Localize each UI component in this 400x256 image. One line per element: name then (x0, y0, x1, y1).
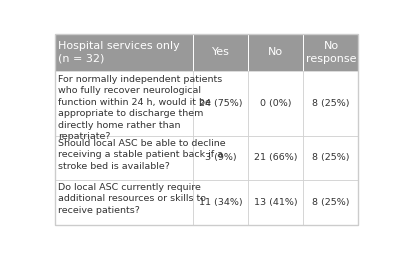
Text: 8 (25%): 8 (25%) (312, 198, 350, 207)
Text: 24 (75%): 24 (75%) (199, 99, 242, 108)
Text: Do local ASC currently require
additional resources or skills to
receive patient: Do local ASC currently require additiona… (58, 183, 206, 215)
Text: No
response: No response (306, 41, 356, 64)
Bar (193, 34, 248, 71)
Bar (248, 136, 304, 180)
Text: 8 (25%): 8 (25%) (312, 99, 350, 108)
Text: 3 (9%): 3 (9%) (205, 153, 236, 163)
Text: 0 (0%): 0 (0%) (260, 99, 292, 108)
Bar (193, 180, 248, 225)
Bar (193, 136, 248, 180)
Text: Yes: Yes (212, 47, 230, 57)
Bar (55, 34, 193, 71)
Text: 21 (66%): 21 (66%) (254, 153, 298, 163)
Text: Hospital services only
(n = 32): Hospital services only (n = 32) (58, 41, 180, 64)
Text: Should local ASC be able to decline
receiving a stable patient back if a
stroke : Should local ASC be able to decline rece… (58, 138, 226, 170)
Bar (304, 180, 358, 225)
Text: 11 (34%): 11 (34%) (199, 198, 242, 207)
Bar (248, 180, 304, 225)
Bar (304, 136, 358, 180)
Text: No: No (268, 47, 283, 57)
Text: 13 (41%): 13 (41%) (254, 198, 298, 207)
Bar (55, 71, 193, 136)
Text: 8 (25%): 8 (25%) (312, 153, 350, 163)
Bar (193, 71, 248, 136)
Bar (304, 34, 358, 71)
Bar (248, 34, 304, 71)
Text: For normally independent patients
who fully recover neurological
function within: For normally independent patients who fu… (58, 75, 223, 141)
Bar (55, 136, 193, 180)
Bar (55, 180, 193, 225)
Bar (248, 71, 304, 136)
Bar (304, 71, 358, 136)
